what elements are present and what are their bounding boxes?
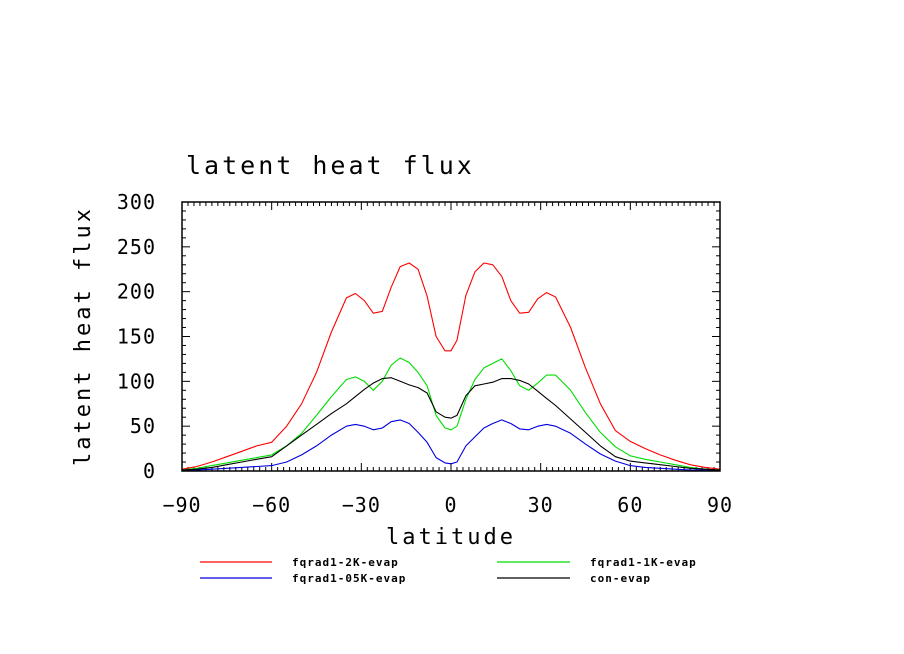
x-tick-label: 60 (617, 493, 643, 517)
y-axis-label: latent heat flux (71, 206, 96, 466)
series-line-3 (181, 419, 721, 472)
x-tick-label: 0 (444, 493, 457, 517)
y-tick-label: 0 (143, 459, 156, 483)
legend-label: fqrad1-1K-evap (590, 556, 697, 569)
series-line-1 (181, 262, 721, 470)
legend-label: fqrad1-05K-evap (292, 572, 406, 585)
x-tick-label: −90 (162, 493, 201, 517)
plot-frame (181, 201, 721, 472)
y-tick-label: 250 (117, 235, 156, 259)
tick-labels: −90 −60 −30 0 30 60 90 0 50 100 150 200 250 300 (117, 190, 733, 517)
y-tick-label: 100 (117, 369, 156, 393)
x-tick-label: −30 (342, 493, 381, 517)
x-tick-label: −60 (252, 493, 291, 517)
y-tick-label: 300 (117, 190, 156, 214)
legend-label: con-evap (590, 572, 651, 585)
y-tick-label: 150 (117, 325, 156, 349)
series-line-4 (181, 377, 721, 471)
x-tick-label: 30 (528, 493, 554, 517)
chart-title: latent heat flux (186, 151, 475, 180)
y-tick-label: 50 (130, 414, 156, 438)
axis-ticks (181, 201, 721, 472)
x-axis-label: latitude (386, 525, 516, 550)
series-lines (181, 262, 721, 472)
legend: fqrad1-2K-evap fqrad1-1K-evap fqrad1-05K-e… (200, 556, 697, 585)
legend-label: fqrad1-2K-evap (292, 556, 399, 569)
y-tick-label: 200 (117, 280, 156, 304)
x-tick-label: 90 (707, 493, 733, 517)
series-line-2 (181, 357, 721, 471)
